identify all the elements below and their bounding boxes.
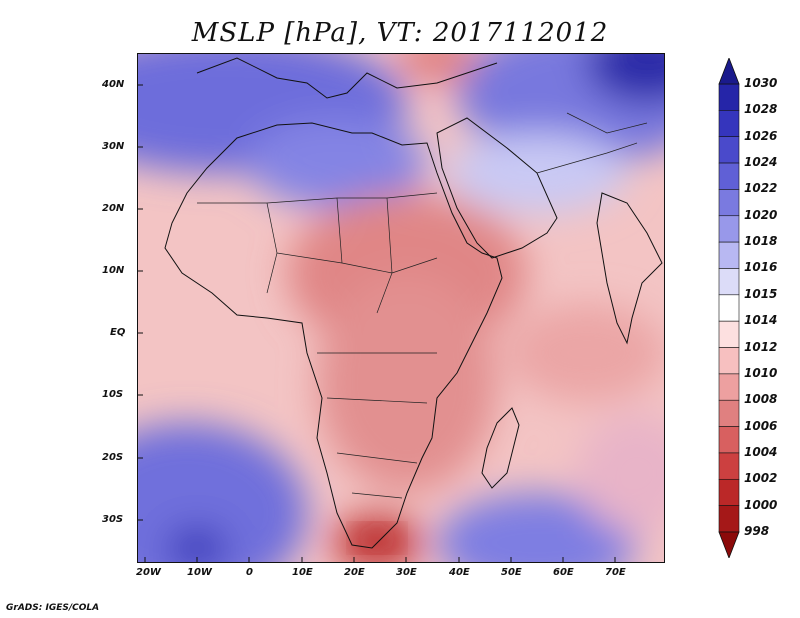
colorbar-segment: [718, 347, 740, 375]
colorbar-label: 1018: [744, 234, 778, 249]
colorbar-segment: [718, 162, 740, 190]
colorbar-segment: [718, 268, 740, 296]
colorbar-segment: [718, 189, 740, 217]
lon-label-50e: 50E: [501, 567, 522, 578]
lon-label-20w: 20W: [136, 567, 161, 578]
lon-label-0: 0: [246, 567, 253, 578]
lon-label-10e: 10E: [292, 567, 313, 578]
pressure-map: [137, 53, 665, 563]
colorbar-label: 1026: [744, 128, 778, 143]
lat-label-eq: EQ: [110, 327, 126, 338]
colorbar-label: 1028: [744, 102, 778, 117]
lat-label-10n: 10N: [102, 265, 125, 276]
lon-label-40e: 40E: [449, 567, 470, 578]
colorbar-label: 1016: [744, 260, 778, 275]
lon-label-10w: 10W: [187, 567, 212, 578]
colorbar-label: 1020: [744, 207, 778, 222]
colorbar-label: 1006: [744, 418, 778, 433]
lat-label-20s: 20S: [102, 452, 124, 463]
india-coastline: [596, 192, 663, 345]
colorbar-segment: [718, 83, 740, 111]
high-pressure-indian-ocean: [437, 493, 637, 563]
colorbar-segment: [718, 294, 740, 322]
colorbar-segment: [718, 215, 740, 243]
lon-label-20e: 20E: [344, 567, 365, 578]
colorbar-segment: [718, 426, 740, 454]
colorbar-label: 1004: [744, 444, 778, 459]
lon-label-30e: 30E: [396, 567, 417, 578]
lon-label-60e: 60E: [553, 567, 574, 578]
colorbar-top-arrow: [718, 58, 740, 85]
lat-label-10s: 10S: [102, 389, 124, 400]
colorbar-label: 1000: [744, 497, 778, 512]
colorbar-segment: [718, 399, 740, 427]
high-pressure-sahara: [247, 118, 427, 208]
colorbar-label: 1002: [744, 471, 778, 486]
lat-label-30n: 30N: [102, 141, 125, 152]
colorbar-label: 998: [744, 524, 770, 538]
madagascar-coastline: [481, 407, 520, 489]
colorbar-segment: [718, 320, 740, 348]
colorbar-label: 1030: [744, 76, 778, 90]
colorbar-segment: [718, 241, 740, 269]
colorbar-label: 1008: [744, 392, 778, 407]
colorbar-segment: [718, 505, 740, 533]
country-borders: [197, 112, 648, 499]
footer-credit: GrADS: IGES/COLA: [6, 603, 100, 613]
lat-label-40n: 40N: [102, 79, 125, 90]
africa-coastline: [164, 122, 503, 549]
high-pressure-south-atlantic: [137, 423, 307, 563]
colorbar-segment: [718, 373, 740, 401]
colorbar-label: 1010: [744, 365, 778, 380]
colorbar-label: 1022: [744, 181, 778, 196]
colorbar-segments: [718, 83, 740, 533]
map-title: MSLP [hPa], VT: 2017112012: [191, 18, 609, 48]
pressure-colorbar: [718, 58, 740, 558]
colorbar-label: 1012: [744, 339, 778, 354]
colorbar-label: 1015: [744, 286, 778, 301]
lon-label-70e: 70E: [605, 567, 626, 578]
colorbar-label: 1024: [744, 155, 778, 170]
colorbar-segment: [718, 110, 740, 138]
colorbar-segment: [718, 136, 740, 164]
europe-coastline: [196, 57, 498, 99]
colorbar-label: 1014: [744, 313, 778, 328]
lat-label-30s: 30S: [102, 514, 124, 525]
colorbar-bottom-arrow: [718, 531, 740, 558]
arabia-coastline: [436, 117, 558, 259]
colorbar-segment: [718, 452, 740, 480]
lat-label-20n: 20N: [102, 203, 125, 214]
colorbar-segment: [718, 478, 740, 506]
